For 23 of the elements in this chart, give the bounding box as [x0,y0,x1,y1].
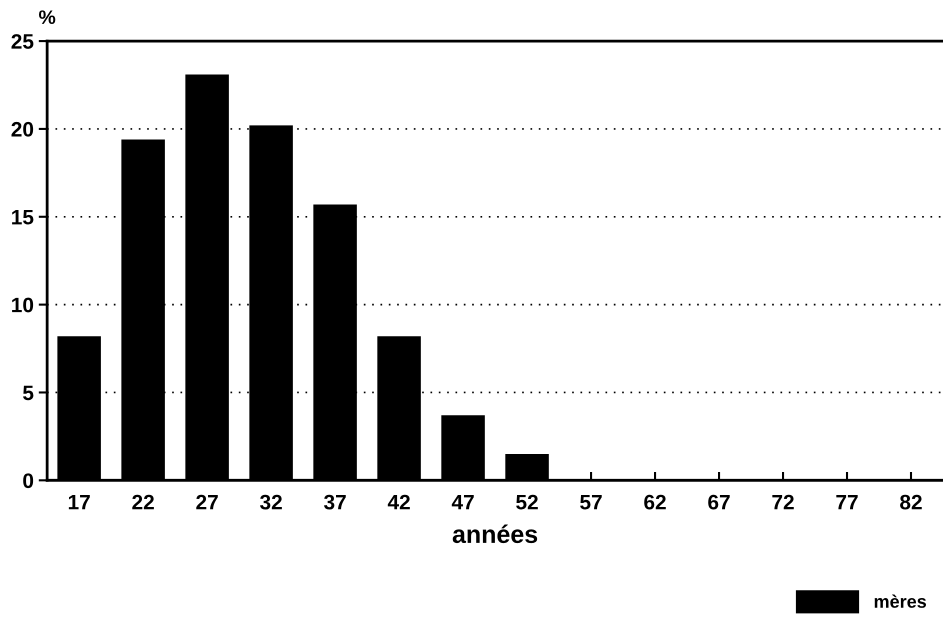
x-tick-label: 67 [708,494,730,510]
y-tick-label: 20 [12,122,34,137]
legend-label: mères [874,594,926,608]
x-tick-label: 52 [516,494,538,510]
x-tick-label: 27 [196,494,218,510]
x-tick-label: 17 [68,494,90,510]
x-tick-label: 37 [324,494,346,510]
x-tick-label: 42 [388,494,410,510]
x-tick-label: 47 [452,494,474,510]
x-axis-title: années [452,524,538,544]
y-tick-label: 25 [12,34,34,49]
x-tick-label: 77 [836,494,858,510]
x-tick-label: 32 [260,494,282,510]
y-tick-label: 0 [23,473,34,488]
y-tick-label: 10 [12,298,34,312]
x-tick-label: 72 [772,494,794,510]
y-axis-title: % [38,10,56,24]
y-tick-label: 5 [23,386,34,400]
y-tick-label: 15 [12,210,34,225]
x-tick-label: 22 [132,494,154,510]
x-tick-label: 57 [580,494,602,510]
x-tick-label: 82 [900,494,922,510]
x-tick-label: 62 [644,494,666,510]
